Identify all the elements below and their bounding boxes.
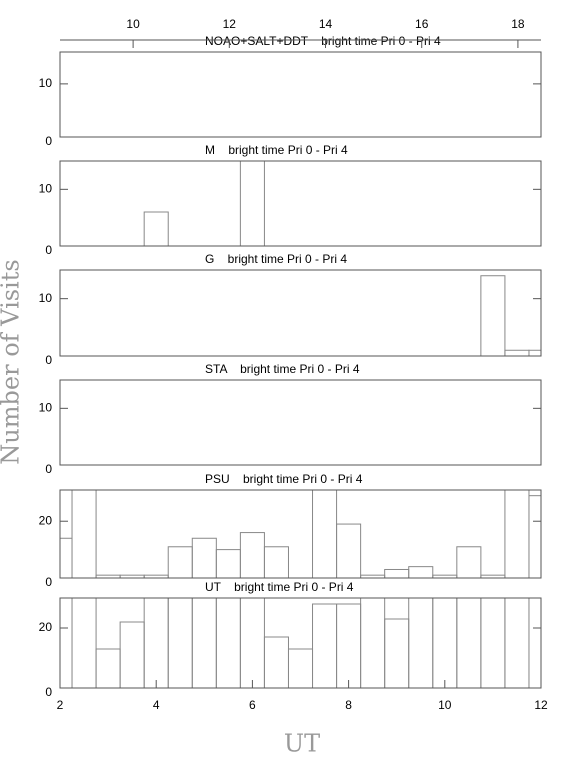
y-tick-label: 0 <box>45 243 52 257</box>
panel-title: PSU bright time Pri 0 - Pri 4 <box>205 472 363 486</box>
panel-title: G bright time Pri 0 - Pri 4 <box>205 252 347 266</box>
bar <box>360 598 386 688</box>
bar <box>287 648 314 688</box>
bar <box>504 349 530 356</box>
x-tick-label: 2 <box>57 698 64 712</box>
bars <box>60 490 541 578</box>
bar <box>336 603 362 688</box>
y-tick-label: 10 <box>39 401 53 415</box>
bar <box>504 490 530 578</box>
bar <box>528 349 541 356</box>
bar <box>384 618 410 688</box>
panel-frame <box>59 379 542 466</box>
y-tick-label: 0 <box>45 575 52 589</box>
bar <box>384 568 410 578</box>
x2-tick-label: 14 <box>319 17 333 31</box>
panel-frame <box>59 489 542 579</box>
y-tick-label: 10 <box>39 182 53 196</box>
bar <box>239 532 265 578</box>
bar <box>167 546 193 578</box>
y-axis-label: Number of Visits <box>0 259 25 464</box>
panel-frame <box>59 269 542 357</box>
bar <box>480 275 506 356</box>
bar <box>528 495 541 578</box>
x-tick-label: 8 <box>345 698 352 712</box>
bar <box>71 598 97 688</box>
bar <box>239 161 265 246</box>
x2-tick-label: 12 <box>223 17 237 31</box>
y-tick-label: 10 <box>39 291 53 305</box>
panel-title: M bright time Pri 0 - Pri 4 <box>205 143 348 157</box>
panel-frame <box>59 160 542 247</box>
bar <box>119 621 145 688</box>
bar <box>312 490 338 578</box>
x2-tick-label: 18 <box>511 17 525 31</box>
x-tick-label: 4 <box>153 698 160 712</box>
panel-title: NOAO+SALT+DDT bright time Pri 0 - Pri 4 <box>205 34 441 48</box>
y-tick-label: 0 <box>45 685 52 699</box>
bar <box>71 490 97 578</box>
bars <box>143 161 265 246</box>
x-tick-label: 10 <box>438 698 452 712</box>
x2-tick-label: 16 <box>415 17 429 31</box>
bar <box>408 566 434 578</box>
y-tick-label: 0 <box>45 462 52 476</box>
x-axis-label: UT <box>284 730 320 758</box>
bar <box>143 598 169 688</box>
bar <box>60 598 73 688</box>
bar <box>432 598 458 688</box>
x-tick-label: 6 <box>249 698 256 712</box>
bar <box>215 598 241 688</box>
bar <box>528 598 541 688</box>
bar <box>263 636 289 688</box>
y-tick-label: 20 <box>39 513 53 527</box>
bar <box>239 598 265 688</box>
bar <box>456 598 482 688</box>
panel-frame <box>59 597 542 689</box>
bar <box>312 603 338 688</box>
bar <box>143 211 169 246</box>
bar <box>95 648 121 688</box>
bar <box>60 537 73 578</box>
bar <box>191 537 217 578</box>
bar <box>191 598 217 688</box>
x-tick-label: 12 <box>534 698 548 712</box>
panel-frame <box>59 51 542 138</box>
y-tick-label: 0 <box>45 134 52 148</box>
bar <box>215 549 241 578</box>
y-tick-label: 0 <box>45 353 52 367</box>
bar <box>504 598 530 688</box>
panel-title: UT bright time Pri 0 - Pri 4 <box>205 580 354 594</box>
bars <box>480 275 541 356</box>
panel-title: STA bright time Pri 0 - Pri 4 <box>205 362 360 376</box>
bar <box>336 523 362 578</box>
bar <box>263 546 289 578</box>
x2-tick-label: 10 <box>126 17 140 31</box>
bar <box>167 598 193 688</box>
bar <box>456 546 482 578</box>
y-tick-label: 10 <box>39 76 53 90</box>
bar <box>408 598 434 688</box>
bar <box>480 598 506 688</box>
bars <box>60 598 541 688</box>
y-tick-label: 20 <box>39 620 53 634</box>
